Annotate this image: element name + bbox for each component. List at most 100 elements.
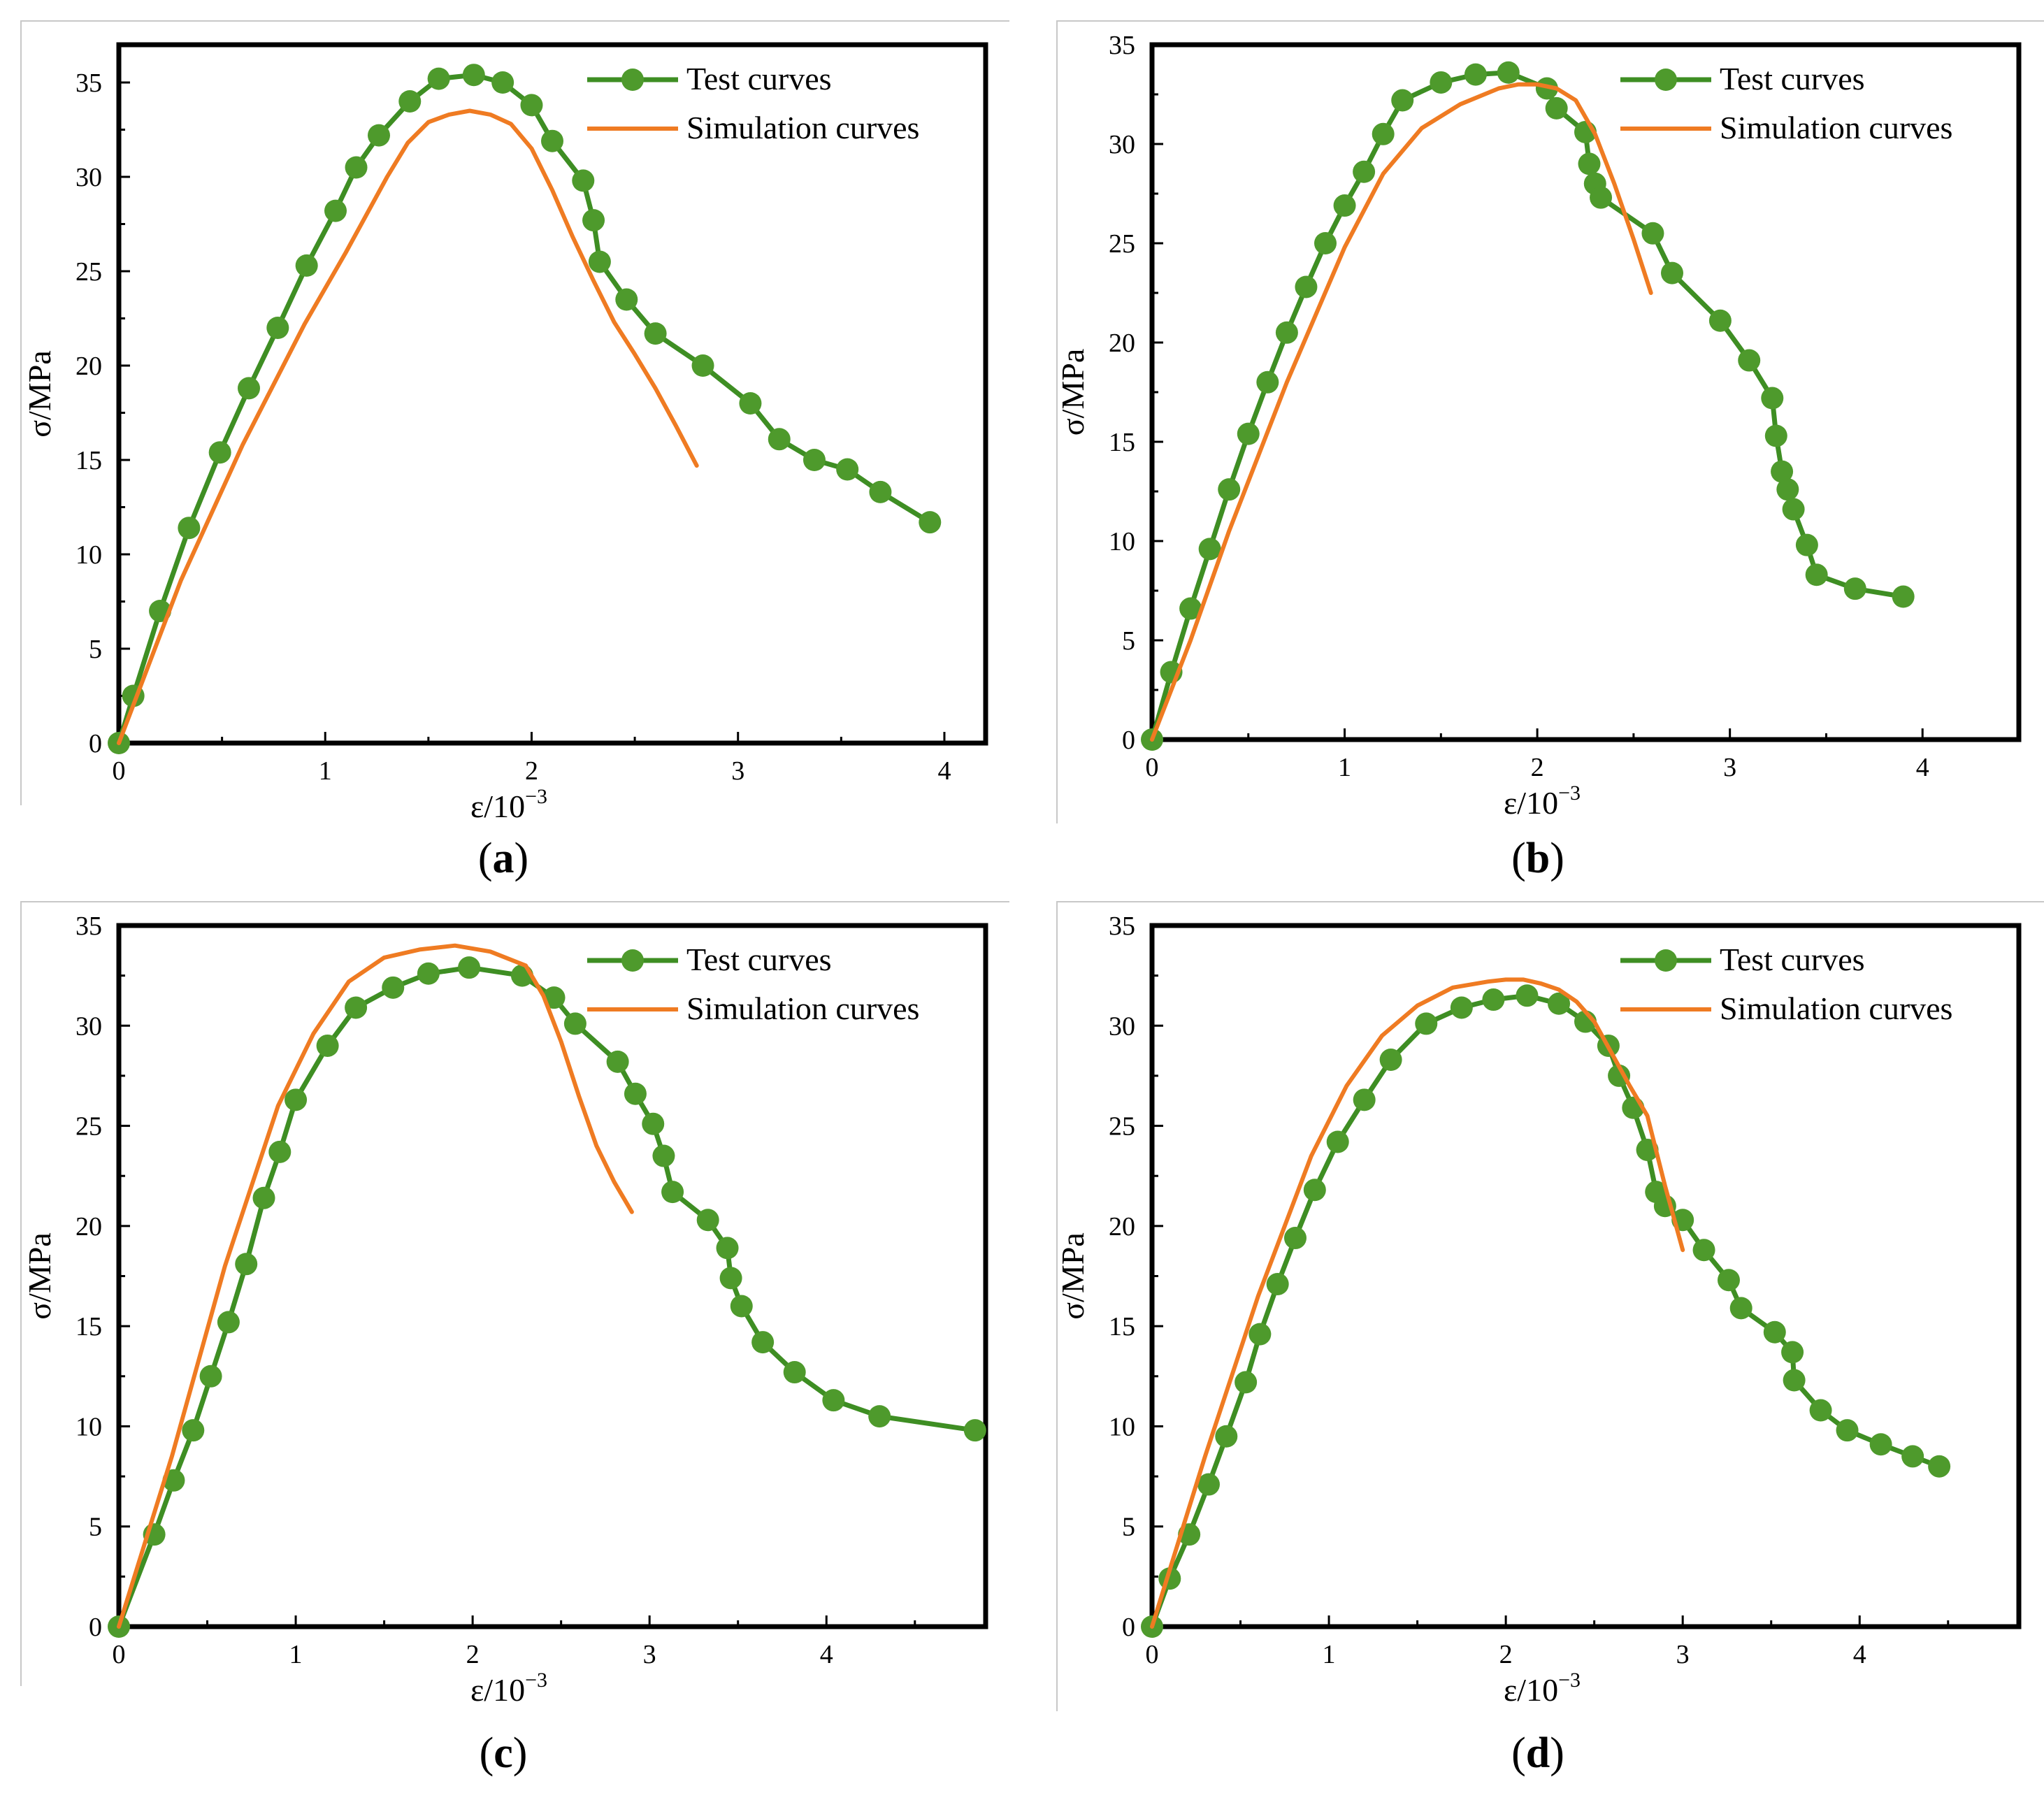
test-data-point: [739, 392, 762, 415]
test-curve-line: [116, 72, 933, 746]
test-data-point: [1235, 1371, 1258, 1394]
test-data-point: [1198, 538, 1221, 561]
test-data-point: [1197, 1473, 1220, 1496]
x-tick-label: 1: [319, 756, 332, 786]
panel-a: 0 1 2 3 4 0 5 10 15 20 25 30 35 ε/10−3 σ/MPa Test curve…: [20, 20, 1009, 882]
test-data-point: [1391, 89, 1414, 112]
test-data-point: [266, 317, 289, 339]
test-data-point: [1218, 478, 1241, 501]
y-tick-label: 0: [89, 1613, 102, 1642]
x-tick-label: 1: [289, 1640, 303, 1669]
x-tick-label: 3: [1676, 1640, 1690, 1669]
test-data-point: [1545, 96, 1568, 120]
x-tick-label: 0: [1146, 1640, 1159, 1669]
legend-test-marker: [1655, 69, 1677, 91]
test-data-point: [1836, 1419, 1859, 1442]
panel-border: [20, 901, 1009, 1686]
test-data-point: [427, 67, 450, 90]
test-data-point: [1763, 1320, 1786, 1344]
test-data-point: [1314, 232, 1337, 254]
y-tick-label: 15: [75, 1312, 102, 1341]
test-data-point: [1776, 478, 1799, 501]
y-tick-label: 15: [1109, 428, 1135, 457]
test-data-point: [1641, 222, 1664, 245]
x-axis-label: ε/10−3: [1504, 782, 1581, 821]
legend-simulation-label: Simulation curves: [686, 110, 919, 145]
test-data-point: [1761, 387, 1784, 410]
x-tick-label: 0: [113, 756, 126, 786]
x-axis-label: ε/10−3: [470, 785, 547, 824]
test-data-point: [1353, 1088, 1376, 1111]
test-data-point: [1326, 1130, 1349, 1153]
test-data-point: [696, 1209, 719, 1232]
test-data-point: [606, 1050, 629, 1073]
test-data-point: [588, 250, 611, 273]
test-data-point: [1717, 1269, 1740, 1292]
y-tick-label: 30: [1109, 130, 1135, 159]
y-tick-label: 15: [1109, 1312, 1135, 1341]
plot-frame: [116, 923, 988, 1629]
test-data-point: [252, 1186, 275, 1209]
test-data-point: [869, 480, 892, 503]
legend-simulation-label: Simulation curves: [1720, 110, 1952, 145]
x-tick-label: 1: [1323, 1640, 1336, 1669]
test-data-point: [217, 1311, 240, 1334]
test-data-point: [1295, 275, 1318, 298]
x-tick-label: 2: [525, 756, 538, 786]
y-tick-label: 35: [75, 912, 102, 941]
test-data-point: [295, 254, 318, 277]
x-tick-label: 4: [820, 1640, 833, 1669]
legend-test-marker: [621, 69, 644, 91]
test-data-point: [1608, 1064, 1631, 1087]
test-data-point: [751, 1331, 775, 1354]
test-data-point: [235, 1253, 258, 1276]
test-data-point: [208, 441, 231, 464]
test-data-point: [182, 1419, 205, 1442]
legend-test-label: Test curves: [1720, 942, 1865, 977]
legend-simulation-label: Simulation curves: [686, 991, 919, 1026]
test-data-point: [1738, 349, 1761, 372]
panel-border: [20, 20, 1009, 805]
test-data-point: [1782, 498, 1805, 521]
test-data-point: [316, 1034, 339, 1057]
test-data-point: [1795, 533, 1818, 556]
test-data-point: [1215, 1425, 1238, 1448]
test-data-point: [1869, 1433, 1892, 1456]
y-tick-label: 25: [75, 257, 102, 287]
test-curve-line: [1149, 70, 1906, 742]
panel-caption: (c): [480, 1729, 528, 1777]
test-data-point: [719, 1267, 742, 1290]
legend-test-marker: [621, 949, 644, 972]
y-axis-label: σ/MPa: [1055, 1232, 1091, 1319]
test-data-point: [1516, 984, 1539, 1007]
legend-simulation-label: Simulation curves: [1720, 991, 1952, 1026]
y-tick-label: 20: [75, 352, 102, 381]
test-data-point: [1729, 1297, 1752, 1320]
test-data-point: [803, 449, 826, 471]
legend-test-label: Test curves: [1720, 61, 1865, 96]
test-data-point: [398, 90, 422, 113]
x-tick-label: 1: [1338, 753, 1351, 782]
test-data-point: [1450, 996, 1473, 1019]
panel-border: [1056, 901, 2044, 1711]
x-tick-label: 3: [643, 1640, 656, 1669]
y-tick-label: 5: [89, 635, 102, 664]
test-data-point: [541, 129, 563, 152]
test-data-point: [1333, 194, 1356, 217]
y-tick-label: 0: [1122, 1613, 1135, 1642]
y-tick-label: 0: [1122, 726, 1135, 755]
test-data-point: [1303, 1179, 1326, 1202]
y-tick-label: 35: [1109, 31, 1135, 60]
y-tick-label: 35: [75, 69, 102, 98]
y-tick-label: 10: [75, 540, 102, 570]
test-data-point: [285, 1088, 308, 1111]
panel-d: 0 1 2 3 4 0 5 10 15 20 25 30 35 ε/10−3 σ/MPa Test curve…: [1055, 901, 2044, 1777]
y-tick-label: 30: [1109, 1011, 1135, 1041]
test-data-point: [582, 209, 605, 232]
x-axis-label: ε/10−3: [470, 1669, 547, 1708]
simulation-curve-line: [117, 108, 699, 745]
test-data-point: [1283, 1227, 1307, 1250]
test-data-point: [1928, 1455, 1951, 1478]
test-data-point: [1781, 1341, 1804, 1364]
test-data-point: [691, 354, 714, 377]
